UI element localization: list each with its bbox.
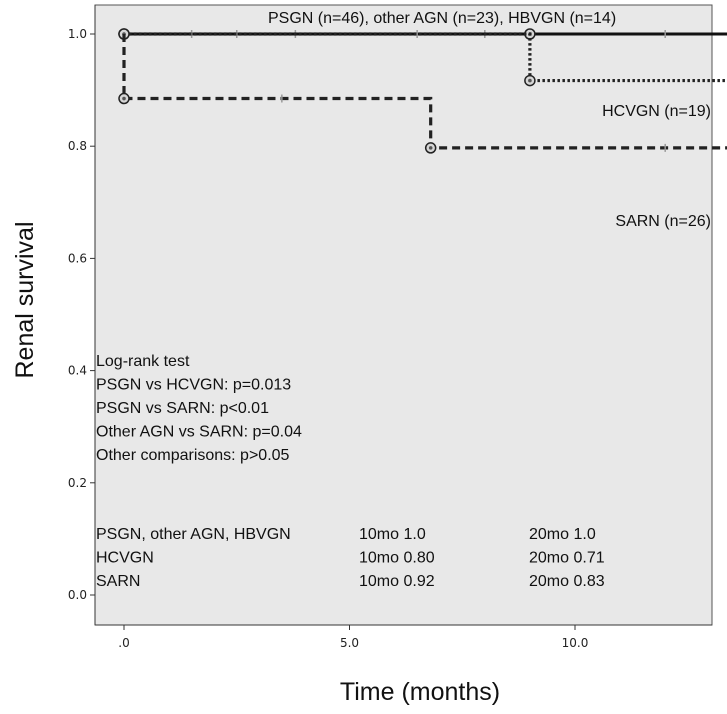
annotations: PSGN (n=46), other AGN (n=23), HBVGN (n=… xyxy=(96,10,711,590)
y-tick-label: 0.6 xyxy=(68,251,87,265)
event-marker-dot xyxy=(122,96,126,101)
log-rank-line: PSGN vs SARN: p<0.01 xyxy=(96,400,269,417)
table-cell: SARN xyxy=(96,573,140,590)
y-tick-label: 1.0 xyxy=(68,27,87,41)
series-2 xyxy=(118,34,727,154)
table-cell: 20mo 1.0 xyxy=(529,526,596,543)
y-tick-label: 0.0 xyxy=(68,588,87,602)
log-rank-line: Other AGN vs SARN: p=0.04 xyxy=(96,424,302,441)
y-tick-label: 0.8 xyxy=(68,139,87,153)
log-rank-line: Log-rank test xyxy=(96,353,190,370)
table-cell: 20mo 0.71 xyxy=(529,550,605,567)
table-cell: 10mo 0.80 xyxy=(359,550,435,567)
y-tick-label: 0.2 xyxy=(68,476,87,490)
log-rank-line: PSGN vs HCVGN: p=0.013 xyxy=(96,377,291,394)
log-rank-line: Other comparisons: p>0.05 xyxy=(96,447,290,464)
event-marker-dot xyxy=(428,146,433,150)
x-tick-label: .0 xyxy=(118,636,129,650)
ticks: .05.010.015.020.025.00.00.20.40.60.81.0 xyxy=(68,27,589,650)
series-label: PSGN (n=46), other AGN (n=23), HBVGN (n=… xyxy=(268,10,616,27)
plot-area xyxy=(94,4,713,626)
series-label: HCVGN (n=19) xyxy=(602,103,711,120)
axes xyxy=(94,5,712,626)
table-cell: HCVGN xyxy=(96,550,154,567)
table-cell: 20mo 0.83 xyxy=(529,573,605,590)
x-axis-title: Time (months) xyxy=(340,678,500,706)
x-tick-label: 5.0 xyxy=(340,636,359,650)
table-cell: PSGN, other AGN, HBVGN xyxy=(96,526,291,543)
y-tick-label: 0.4 xyxy=(68,364,87,378)
series-label: SARN (n=26) xyxy=(615,213,711,230)
event-marker-dot xyxy=(528,78,532,83)
table-cell: 10mo 1.0 xyxy=(359,526,426,543)
y-axis-title: Renal survival xyxy=(11,221,39,378)
x-tick-label: 10.0 xyxy=(562,636,589,650)
table-cell: 10mo 0.92 xyxy=(359,573,435,590)
series-layer xyxy=(118,28,727,154)
